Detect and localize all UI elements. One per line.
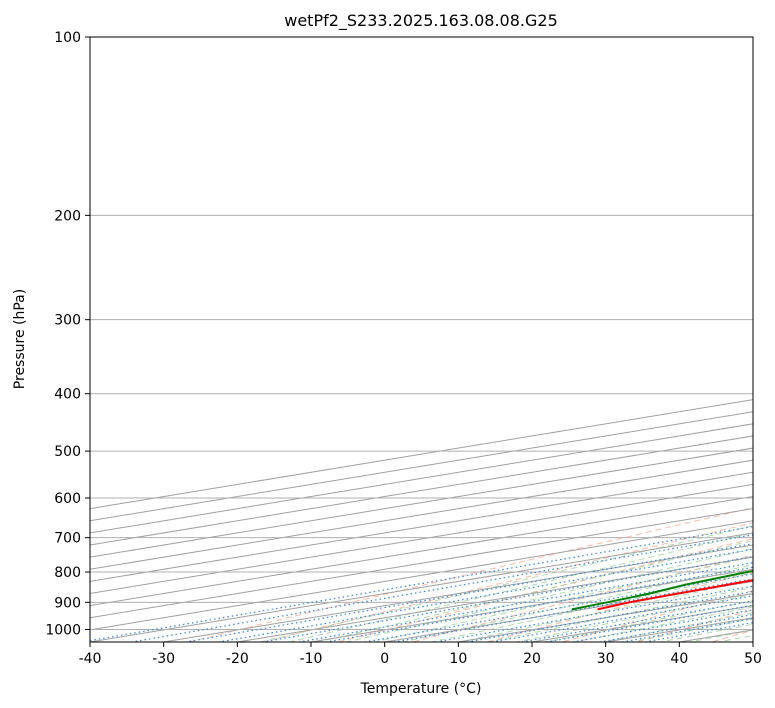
- isotherm-line: [90, 435, 753, 546]
- moist-adiabat: [715, 634, 753, 642]
- isotherm-line: [90, 496, 753, 607]
- y-tick-label: 700: [54, 531, 81, 547]
- mixing-ratio-line: [259, 555, 753, 642]
- mixing-ratio-line: [322, 566, 753, 642]
- isotherm-line: [237, 556, 753, 642]
- y-tick-label: 600: [54, 491, 81, 507]
- y-tick-label: 800: [54, 565, 81, 581]
- dry-adiabats: [186, 507, 753, 642]
- x-tick-label: 10: [449, 651, 467, 667]
- y-axis-title: Pressure (hPa): [12, 289, 28, 389]
- dewpoint-line: [571, 569, 753, 611]
- y-tick-label: 200: [54, 208, 81, 224]
- isotherm-line: [90, 483, 753, 595]
- moist-adiabat: [343, 547, 753, 642]
- moist-adiabat: [400, 564, 753, 642]
- isotherm-line: [679, 629, 753, 642]
- dry-adiabat: [560, 590, 753, 642]
- mixing-ratio-line: [128, 534, 753, 642]
- y-tick-label: 400: [54, 387, 81, 403]
- x-tick-label: -30: [152, 651, 175, 667]
- chart-title: wetPf2_S233.2025.163.08.08.G25: [284, 11, 558, 31]
- x-tick-label: -10: [300, 651, 323, 667]
- mixing-ratio-line: [361, 573, 753, 642]
- y-axis: 1000 900 800 700 600 500 400 300 200 100: [45, 30, 90, 638]
- pressure-gridlines: [90, 37, 753, 630]
- isotherm-line: [752, 641, 753, 642]
- y-tick-label: 1000: [45, 622, 81, 638]
- mixing-ratio-line: [295, 562, 753, 642]
- x-tick-label: -20: [226, 651, 249, 667]
- x-tick-label: 20: [523, 651, 541, 667]
- moist-adiabat: [657, 623, 753, 642]
- isotherm-line: [90, 447, 753, 558]
- dry-adiabat: [186, 507, 753, 642]
- moist-adiabat: [599, 612, 753, 642]
- y-tick-label: 500: [54, 444, 81, 460]
- isotherm-line: [310, 568, 753, 642]
- moist-adiabat: [628, 618, 753, 642]
- moist-adiabat: [372, 555, 753, 642]
- dry-adiabat: [336, 538, 753, 642]
- isotherm-line: [90, 459, 753, 570]
- y-tick-label: 100: [54, 30, 81, 46]
- x-tick-label: 40: [670, 651, 688, 667]
- dry-adiabat: [410, 554, 753, 642]
- x-tick-label: 50: [744, 651, 762, 667]
- isotherm-line: [90, 423, 753, 534]
- moist-adiabat: [286, 532, 753, 642]
- isotherms: [90, 399, 753, 642]
- isotherm-line: [90, 399, 753, 510]
- plot-area: -100-90-80-70-60-50-40-30-20-10010203040…: [90, 37, 753, 642]
- dry-adiabat: [709, 629, 753, 642]
- isotherm-line: [90, 508, 753, 619]
- moist-adiabat: [457, 579, 753, 642]
- isotherm-line: [605, 617, 753, 642]
- mixing-ratio-lines: [90, 525, 753, 642]
- x-axis: -40 -30 -20 -10 0 10 20 30 40 50: [79, 642, 762, 667]
- x-tick-label: 0: [380, 651, 389, 667]
- isotherm-line: [90, 411, 753, 522]
- isotherm-line: [163, 544, 753, 642]
- isotherm-line: [458, 593, 753, 642]
- moist-adiabat: [542, 600, 753, 642]
- x-tick-label: -40: [79, 651, 102, 667]
- y-tick-label: 900: [54, 595, 81, 611]
- profile-lines: [571, 569, 753, 611]
- isotherm-line: [90, 532, 753, 642]
- plot-frame: [89, 36, 754, 643]
- x-axis-title: Temperature (°C): [360, 681, 482, 697]
- isotherm-line: [90, 471, 753, 582]
- moist-adiabat: [513, 593, 753, 642]
- x-tick-label: 30: [597, 651, 615, 667]
- y-tick-label: 300: [54, 313, 81, 329]
- isotherm-line: [90, 520, 753, 631]
